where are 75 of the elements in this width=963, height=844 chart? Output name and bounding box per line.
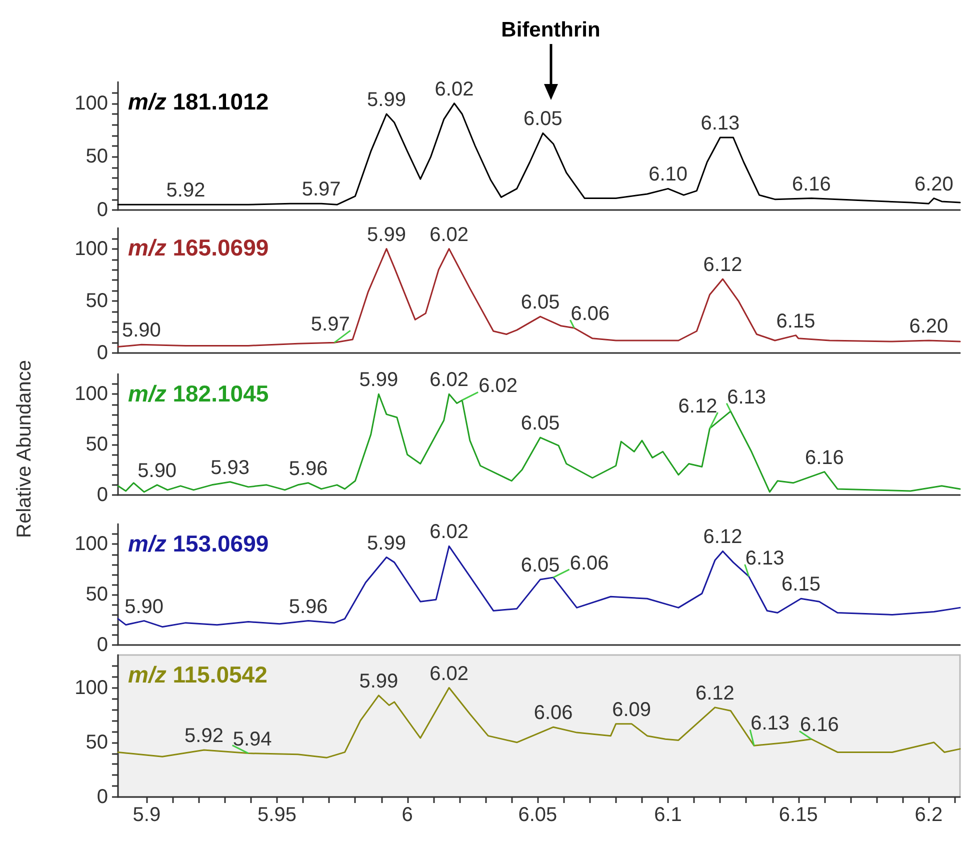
y-tick-label: 0 xyxy=(96,342,108,364)
annotation: 5.92 xyxy=(184,725,224,748)
annotation: 5.96 xyxy=(288,596,328,618)
annotation: 6.05 xyxy=(520,554,560,576)
x-tick-label: 6.1 xyxy=(654,804,682,826)
y-tick-label: 50 xyxy=(86,146,108,168)
annotation: 6.10 xyxy=(648,164,688,186)
x-tick-label: 6.15 xyxy=(778,804,818,826)
annotation: 6.12 xyxy=(703,526,742,548)
y-axis-title: Relative Abundance xyxy=(14,360,36,538)
y-tick-label: 100 xyxy=(74,676,108,699)
annotation: 6.06 xyxy=(570,303,610,325)
annotation: 6.15 xyxy=(782,574,820,596)
annotation: 5.99 xyxy=(367,224,406,246)
annotation: 6.13 xyxy=(727,386,766,408)
annotation: 6.20 xyxy=(914,173,954,196)
annotation: 6.15 xyxy=(776,310,816,332)
y-tick-label: 0 xyxy=(96,484,108,506)
chart-title: m/z 165.0699 xyxy=(128,234,269,260)
y-tick-label: 0 xyxy=(96,199,108,221)
annotation: 6.13 xyxy=(745,547,784,570)
y-tick-label: 100 xyxy=(74,238,108,260)
annotation: 6.16 xyxy=(792,173,831,196)
y-tick-label: 50 xyxy=(86,584,108,606)
annotation: 5.97 xyxy=(310,314,350,336)
y-tick-label: 100 xyxy=(74,533,108,556)
annotation: 5.92 xyxy=(166,180,206,202)
annotation: 6.02 xyxy=(430,224,469,246)
chart-title: m/z 181.1012 xyxy=(128,88,269,114)
annotation: 5.99 xyxy=(359,670,398,692)
annotation: 5.99 xyxy=(359,369,398,392)
annotation: 6.20 xyxy=(909,316,948,338)
annotation: 6.02 xyxy=(430,662,469,685)
x-tick-label: 6.05 xyxy=(518,804,558,826)
chart-title: m/z 115.0542 xyxy=(128,662,268,688)
annotation: 5.96 xyxy=(288,458,328,480)
annotation: 6.05 xyxy=(520,412,560,435)
x-tick-label: 6 xyxy=(402,804,413,826)
annotation: 5.90 xyxy=(138,460,177,482)
annotation: 6.05 xyxy=(520,292,560,314)
annotation: 6.13 xyxy=(700,112,740,134)
y-tick-label: 0 xyxy=(96,786,108,808)
y-tick-label: 100 xyxy=(74,383,108,406)
annotation: 6.02 xyxy=(478,375,518,398)
annotation: 6.02 xyxy=(430,369,469,392)
annotation: 6.06 xyxy=(570,552,609,574)
annotation: 6.16 xyxy=(800,714,839,736)
annotation: 5.93 xyxy=(210,456,250,479)
annotation: 5.99 xyxy=(367,89,406,111)
annotation: 6.02 xyxy=(434,78,474,100)
x-tick-label: 5.95 xyxy=(258,804,296,826)
y-tick-label: 50 xyxy=(86,731,108,754)
annotation: 6.16 xyxy=(804,446,844,469)
annotation: 5.97 xyxy=(302,178,341,201)
annotation: 6.05 xyxy=(523,108,562,130)
annotation: 6.12 xyxy=(678,395,718,418)
chart-title: m/z 182.1045 xyxy=(128,380,269,406)
annotation: 5.99 xyxy=(367,532,406,554)
annotation: 6.02 xyxy=(430,521,469,544)
annotation: 6.09 xyxy=(612,698,652,721)
annotation: 5.90 xyxy=(124,596,164,618)
y-tick-label: 100 xyxy=(74,92,108,114)
annotation: Bifenthrin xyxy=(501,18,600,42)
y-tick-label: 50 xyxy=(86,434,108,456)
annotation: 5.90 xyxy=(122,320,161,342)
annotation: 6.06 xyxy=(534,702,573,724)
annotation: 6.12 xyxy=(695,682,734,704)
x-tick-label: 5.9 xyxy=(132,804,161,826)
annotation: 6.13 xyxy=(750,712,790,735)
x-tick-label: 6.2 xyxy=(914,804,943,826)
annotation: 5.94 xyxy=(232,728,272,750)
y-tick-label: 50 xyxy=(86,290,108,312)
annotation: 6.12 xyxy=(703,254,742,276)
chart-title: m/z 153.0699 xyxy=(128,530,269,556)
y-tick-label: 0 xyxy=(96,634,108,656)
